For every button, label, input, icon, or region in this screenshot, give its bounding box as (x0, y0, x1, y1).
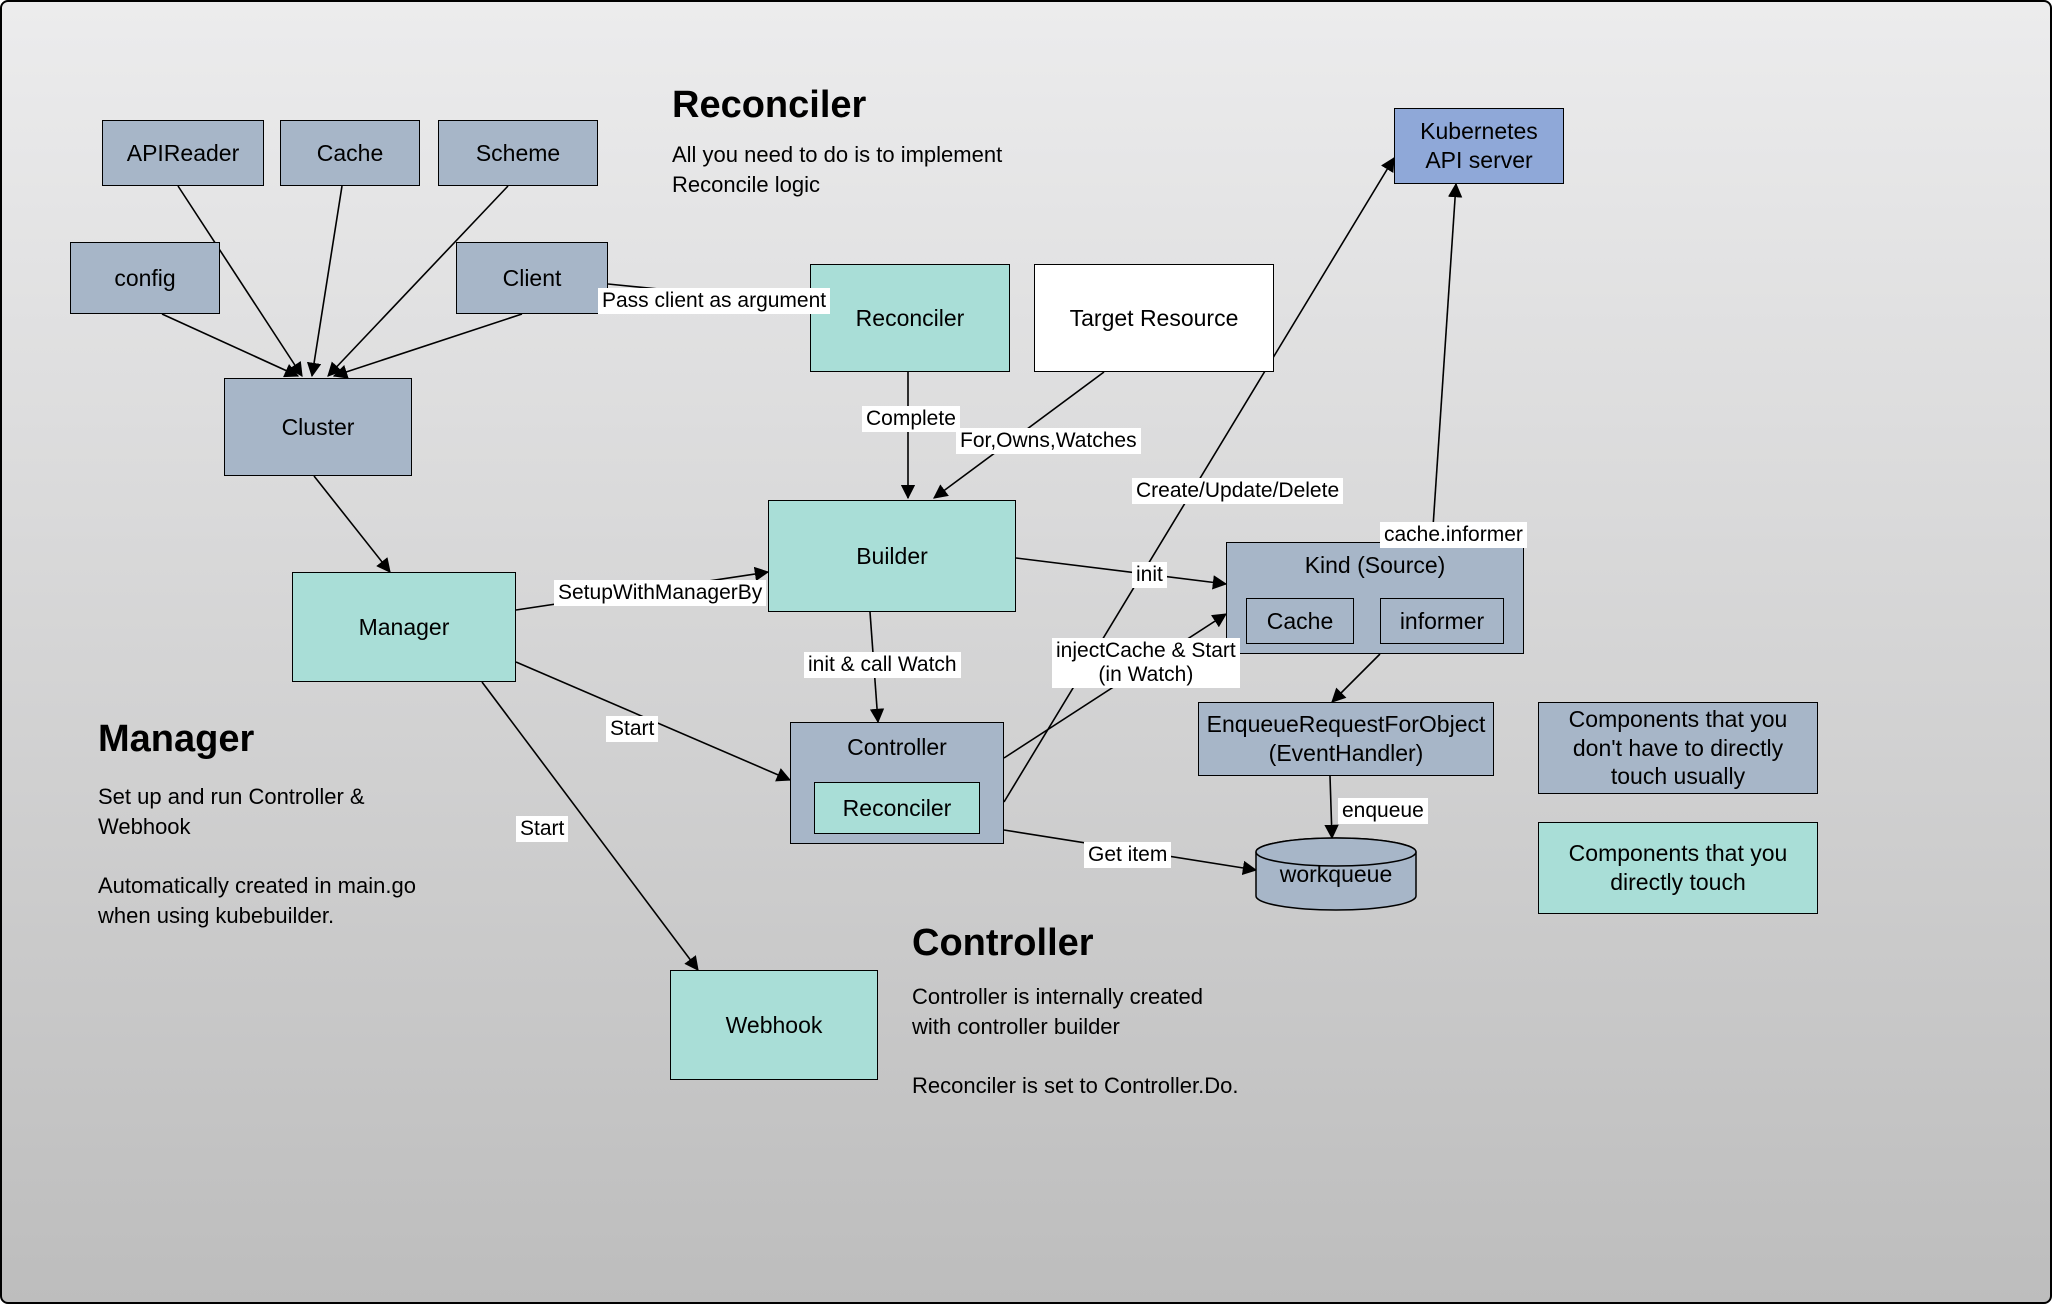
edge-label: For,Owns,Watches (956, 428, 1141, 454)
title-manager: Manager (98, 718, 254, 761)
desc-controller: Controller is internally createdwith con… (912, 982, 1238, 1101)
node-config: config (70, 242, 220, 314)
title-reconciler: Reconciler (672, 84, 866, 127)
diagram-canvas: Reconciler Manager Controller All you ne… (0, 0, 2052, 1304)
edge-label: init & call Watch (804, 652, 961, 678)
edge-label: Pass client as argument (598, 288, 830, 314)
node-client: Client (456, 242, 608, 314)
node-kind-cache: Cache (1246, 598, 1354, 644)
node-target: Target Resource (1034, 264, 1274, 372)
edge-label: Start (606, 716, 658, 742)
edge-label: enqueue (1338, 798, 1428, 824)
edge-label: cache.informer (1380, 522, 1527, 548)
legend-teal: Components that you directly touch (1538, 822, 1818, 914)
edge-label: init (1132, 562, 1167, 588)
node-apireader: APIReader (102, 120, 264, 186)
edge-label: SetupWithManagerBy (554, 580, 766, 606)
node-enqueue: EnqueueRequestForObject (EventHandler) (1198, 702, 1494, 776)
edge-label: Start (516, 816, 568, 842)
node-builder: Builder (768, 500, 1016, 612)
node-controller-reconciler: Reconciler (814, 782, 980, 834)
node-k8s: Kubernetes API server (1394, 108, 1564, 184)
node-reconciler: Reconciler (810, 264, 1010, 372)
node-scheme: Scheme (438, 120, 598, 186)
node-webhook: Webhook (670, 970, 878, 1080)
edge-label: Get item (1084, 842, 1171, 868)
node-cluster: Cluster (224, 378, 412, 476)
desc-reconciler: All you need to do is to implementReconc… (672, 140, 1002, 199)
legend-gray: Components that you don't have to direct… (1538, 702, 1818, 794)
title-controller: Controller (912, 922, 1094, 965)
node-workqueue: workqueue (1256, 838, 1416, 910)
edge-label: Create/Update/Delete (1132, 478, 1343, 504)
node-kind-informer: informer (1380, 598, 1504, 644)
edge-label: Complete (862, 406, 960, 432)
edge-label: injectCache & Start(in Watch) (1052, 638, 1240, 688)
node-cache: Cache (280, 120, 420, 186)
desc-manager: Set up and run Controller &Webhook Autom… (98, 782, 416, 930)
node-manager: Manager (292, 572, 516, 682)
